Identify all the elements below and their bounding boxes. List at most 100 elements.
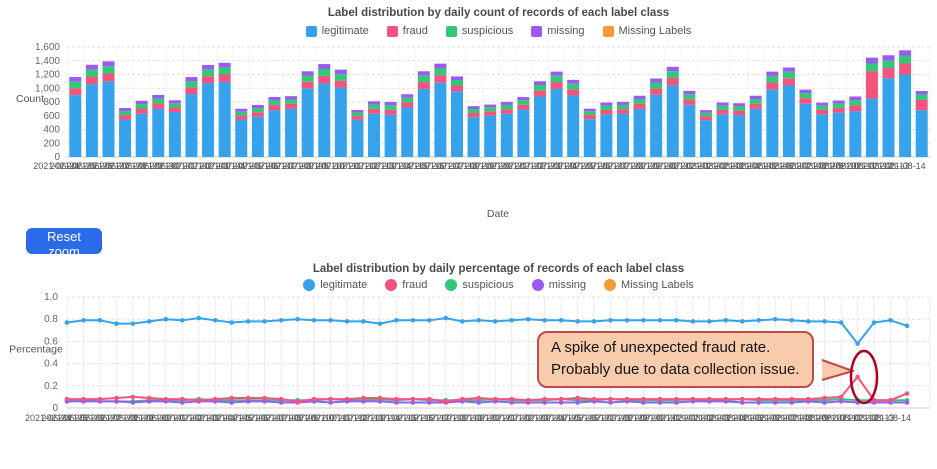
bar-segment xyxy=(633,103,646,109)
svg-text:400: 400 xyxy=(43,125,60,136)
data-point xyxy=(64,396,70,402)
svg-text:2021-07-12: 2021-07-12 xyxy=(332,161,378,171)
legend-item-suspicious[interactable]: suspicious xyxy=(445,25,513,37)
legend-item-fraud[interactable]: fraud xyxy=(386,25,428,37)
svg-text:2021-08-04: 2021-08-04 xyxy=(714,161,760,171)
bar-segment xyxy=(882,55,895,61)
bar-segment xyxy=(915,110,928,157)
bar-segment xyxy=(285,99,298,104)
bar-segment xyxy=(85,84,98,157)
legend-item-fraud[interactable]: fraud xyxy=(385,279,427,291)
bar-segment xyxy=(168,111,181,157)
svg-text:2021-07-21: 2021-07-21 xyxy=(481,161,527,171)
bar-segment xyxy=(550,71,563,76)
bar-segment xyxy=(849,105,862,112)
bar-segment xyxy=(816,114,829,157)
legend-item-missing[interactable]: missing xyxy=(531,279,586,291)
svg-text:2021-07-15: 2021-07-15 xyxy=(382,161,428,171)
series-missing-bars xyxy=(69,50,928,113)
legend-item-legitimate[interactable]: legitimate xyxy=(303,279,367,291)
svg-text:2021-07-12: 2021-07-12 xyxy=(321,413,367,423)
data-point xyxy=(789,396,795,402)
svg-text:2021-08-08: 2021-08-08 xyxy=(766,413,812,423)
bar-segment xyxy=(69,95,82,157)
data-point xyxy=(674,400,679,405)
svg-text:2021-07-24: 2021-07-24 xyxy=(531,161,577,171)
bar-segment xyxy=(716,102,729,106)
bar-segment xyxy=(268,110,281,157)
svg-text:2021-08-11: 2021-08-11 xyxy=(816,413,861,423)
bar-segment xyxy=(434,68,447,76)
legend-item-legitimate[interactable]: legitimate xyxy=(305,25,369,37)
data-point xyxy=(229,320,235,325)
svg-text:2021-06-28: 2021-06-28 xyxy=(91,413,137,423)
svg-text:Percentage: Percentage xyxy=(9,344,63,356)
data-point xyxy=(196,315,202,321)
data-point xyxy=(674,318,679,323)
svg-text:2021-07-06: 2021-07-06 xyxy=(232,161,278,171)
bar-segment xyxy=(301,71,314,76)
svg-text:2021-07-01: 2021-07-01 xyxy=(149,161,195,171)
data-point xyxy=(196,397,202,403)
legend-item-suspicious[interactable]: suspicious xyxy=(445,279,514,291)
svg-text:2021-08-05: 2021-08-05 xyxy=(717,413,763,423)
data-point xyxy=(361,399,366,404)
bar-segment xyxy=(733,115,746,157)
legend-item-missing-labels[interactable]: Missing Labels xyxy=(604,279,694,291)
bar-segment xyxy=(218,62,231,68)
data-point xyxy=(97,396,103,402)
data-point xyxy=(229,395,235,401)
bar-segment xyxy=(766,89,779,157)
bar-segment xyxy=(168,100,181,104)
bar-segment xyxy=(782,67,795,72)
bar-segment xyxy=(533,81,546,86)
data-point xyxy=(147,319,152,324)
bar-segment xyxy=(666,66,679,72)
bar-segment xyxy=(749,99,762,104)
data-point xyxy=(64,320,70,325)
data-point xyxy=(427,400,432,405)
data-point xyxy=(855,374,860,380)
data-point xyxy=(394,400,399,405)
bar-segment xyxy=(832,103,845,108)
legend-marker-suspicious-icon xyxy=(445,25,457,37)
bar-segment xyxy=(567,79,580,84)
svg-text:2021-08-02: 2021-08-02 xyxy=(681,161,727,171)
svg-text:2021-06-28: 2021-06-28 xyxy=(100,161,146,171)
data-point xyxy=(278,396,284,402)
svg-text:2021-07-22: 2021-07-22 xyxy=(486,413,532,423)
bar-segment xyxy=(285,108,298,157)
data-point xyxy=(427,318,432,323)
bar-segment xyxy=(251,104,264,109)
bar-segment xyxy=(699,112,712,117)
data-point xyxy=(394,396,399,402)
data-point xyxy=(410,400,416,405)
legend-item-missing-labels[interactable]: Missing Labels xyxy=(602,25,692,37)
bar-segment xyxy=(451,91,464,157)
data-point xyxy=(163,316,169,322)
data-point xyxy=(509,396,515,402)
svg-text:2021-08-03: 2021-08-03 xyxy=(697,161,743,171)
data-point xyxy=(707,396,712,402)
svg-text:2021-07-18: 2021-07-18 xyxy=(432,161,478,171)
legend-marker-missing-labels-icon xyxy=(604,279,617,291)
bar-segment xyxy=(583,111,596,116)
bar-segment xyxy=(583,108,596,112)
bar-segment xyxy=(85,64,98,70)
data-point xyxy=(888,397,893,403)
svg-text:2021-07-27: 2021-07-27 xyxy=(568,413,614,423)
data-point xyxy=(608,396,613,402)
reset-zoom-button[interactable]: Reset zoom xyxy=(26,228,102,259)
bar-segment xyxy=(285,103,298,109)
bar-segment xyxy=(351,110,364,113)
data-point xyxy=(262,395,267,401)
bar-segment xyxy=(865,57,878,64)
data-point xyxy=(459,396,465,402)
bar-segment xyxy=(567,83,580,90)
legend-item-missing[interactable]: missing xyxy=(531,25,585,37)
data-point xyxy=(855,341,860,346)
bar-segment xyxy=(417,75,430,83)
legend-label: Missing Labels xyxy=(618,25,692,37)
bar-segment xyxy=(334,69,347,75)
